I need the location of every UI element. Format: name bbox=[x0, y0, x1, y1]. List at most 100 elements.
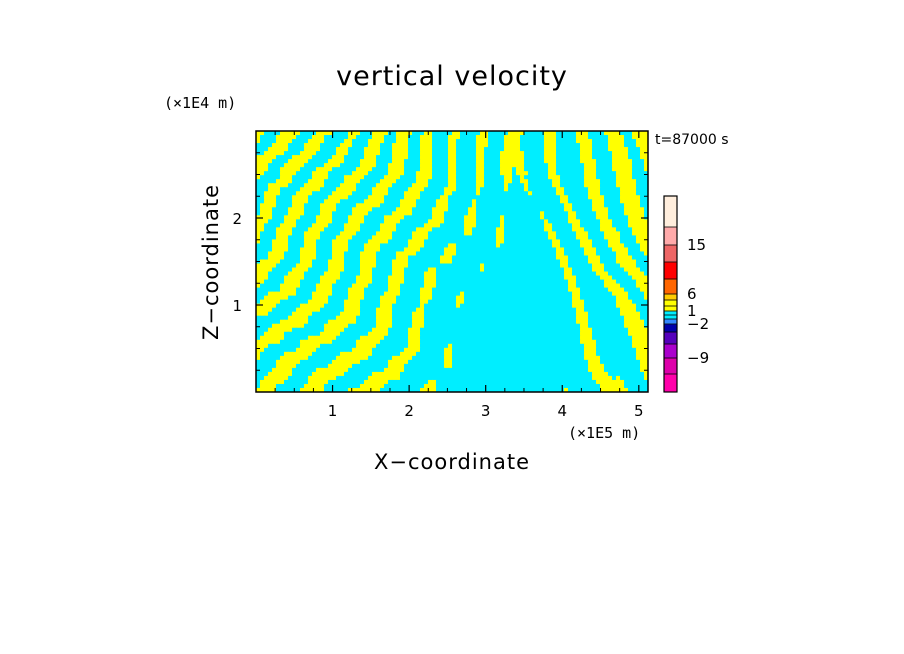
field-cell bbox=[416, 263, 421, 269]
field-cell bbox=[488, 299, 493, 305]
field-cell bbox=[504, 315, 509, 321]
field-cell bbox=[484, 183, 489, 188]
field-cell bbox=[536, 327, 541, 333]
field-cell bbox=[336, 259, 341, 265]
field-cell bbox=[408, 231, 413, 236]
field-cell bbox=[364, 195, 369, 200]
field-cell bbox=[312, 283, 317, 289]
field-cell bbox=[380, 251, 385, 257]
field-cell bbox=[400, 327, 405, 333]
field-cell bbox=[396, 131, 401, 136]
field-cell bbox=[448, 311, 453, 317]
field-cell bbox=[320, 299, 325, 305]
field-cell bbox=[540, 155, 545, 160]
field-cell bbox=[504, 199, 509, 204]
field-cell bbox=[488, 259, 493, 265]
field-cell bbox=[592, 167, 597, 172]
field-cell bbox=[288, 143, 293, 148]
field-cell bbox=[336, 231, 341, 236]
field-cell bbox=[372, 239, 377, 245]
field-cell bbox=[492, 199, 497, 204]
field-cell bbox=[428, 215, 433, 220]
field-cell bbox=[512, 191, 517, 196]
field-cell bbox=[416, 299, 421, 305]
field-cell bbox=[412, 279, 417, 285]
field-cell bbox=[456, 291, 461, 297]
field-cell bbox=[420, 195, 425, 200]
field-cell bbox=[488, 307, 493, 313]
field-cell bbox=[368, 307, 373, 313]
field-cell bbox=[364, 291, 369, 297]
field-cell bbox=[280, 187, 285, 192]
field-cell bbox=[480, 187, 485, 192]
field-cell bbox=[464, 179, 469, 184]
field-cell bbox=[544, 183, 549, 188]
field-cell bbox=[316, 199, 321, 204]
field-cell bbox=[600, 267, 605, 273]
field-cell bbox=[472, 195, 477, 200]
field-cell bbox=[292, 179, 297, 184]
field-cell bbox=[464, 287, 469, 293]
field-cell bbox=[324, 131, 329, 136]
field-cell bbox=[492, 283, 497, 289]
field-cell bbox=[484, 251, 489, 257]
field-cell bbox=[500, 195, 505, 200]
field-cell bbox=[460, 227, 465, 232]
field-cell bbox=[272, 179, 277, 184]
field-cell bbox=[572, 131, 577, 136]
field-cell bbox=[348, 275, 353, 281]
field-cell bbox=[384, 327, 389, 333]
field-cell bbox=[416, 235, 421, 241]
field-cell bbox=[596, 323, 601, 329]
field-cell bbox=[340, 291, 345, 297]
field-cell bbox=[540, 319, 545, 325]
field-cell bbox=[372, 155, 377, 160]
field-cell bbox=[320, 147, 325, 152]
field-cell bbox=[636, 327, 641, 333]
field-cell bbox=[304, 291, 309, 297]
field-cell bbox=[616, 155, 621, 160]
field-cell bbox=[576, 151, 581, 156]
field-cell bbox=[376, 247, 381, 253]
field-cell bbox=[332, 319, 337, 325]
field-cell bbox=[256, 227, 261, 232]
field-cell bbox=[624, 139, 629, 144]
field-cell bbox=[508, 275, 513, 281]
field-cell bbox=[472, 307, 477, 313]
field-cell bbox=[636, 147, 641, 152]
field-cell bbox=[488, 331, 493, 337]
field-cell bbox=[476, 315, 481, 321]
field-cell bbox=[380, 243, 385, 249]
field-cell bbox=[636, 283, 641, 289]
field-cell bbox=[280, 279, 285, 285]
field-cell bbox=[576, 143, 581, 148]
field-cell bbox=[296, 215, 301, 220]
field-cell bbox=[308, 227, 313, 232]
field-cell bbox=[376, 187, 381, 192]
field-cell bbox=[268, 207, 273, 212]
field-cell bbox=[320, 175, 325, 180]
field-cell bbox=[628, 219, 633, 224]
field-cell bbox=[492, 279, 497, 285]
field-cell bbox=[480, 219, 485, 224]
field-cell bbox=[312, 231, 317, 236]
field-cell bbox=[552, 263, 557, 269]
field-cell bbox=[348, 227, 353, 232]
field-cell bbox=[544, 163, 549, 168]
field-cell bbox=[312, 219, 317, 224]
field-cell bbox=[612, 215, 617, 220]
field-cell bbox=[432, 319, 437, 325]
field-cell bbox=[268, 159, 273, 164]
field-cell bbox=[304, 135, 309, 140]
field-cell bbox=[292, 151, 297, 156]
field-cell bbox=[280, 295, 285, 301]
field-cell bbox=[616, 287, 621, 293]
field-cell bbox=[460, 179, 465, 184]
field-cell bbox=[352, 287, 357, 293]
field-cell bbox=[620, 283, 625, 289]
field-cell bbox=[308, 239, 313, 245]
field-cell bbox=[584, 291, 589, 297]
field-cell bbox=[304, 151, 309, 156]
field-cell bbox=[376, 287, 381, 293]
field-cell bbox=[368, 255, 373, 261]
